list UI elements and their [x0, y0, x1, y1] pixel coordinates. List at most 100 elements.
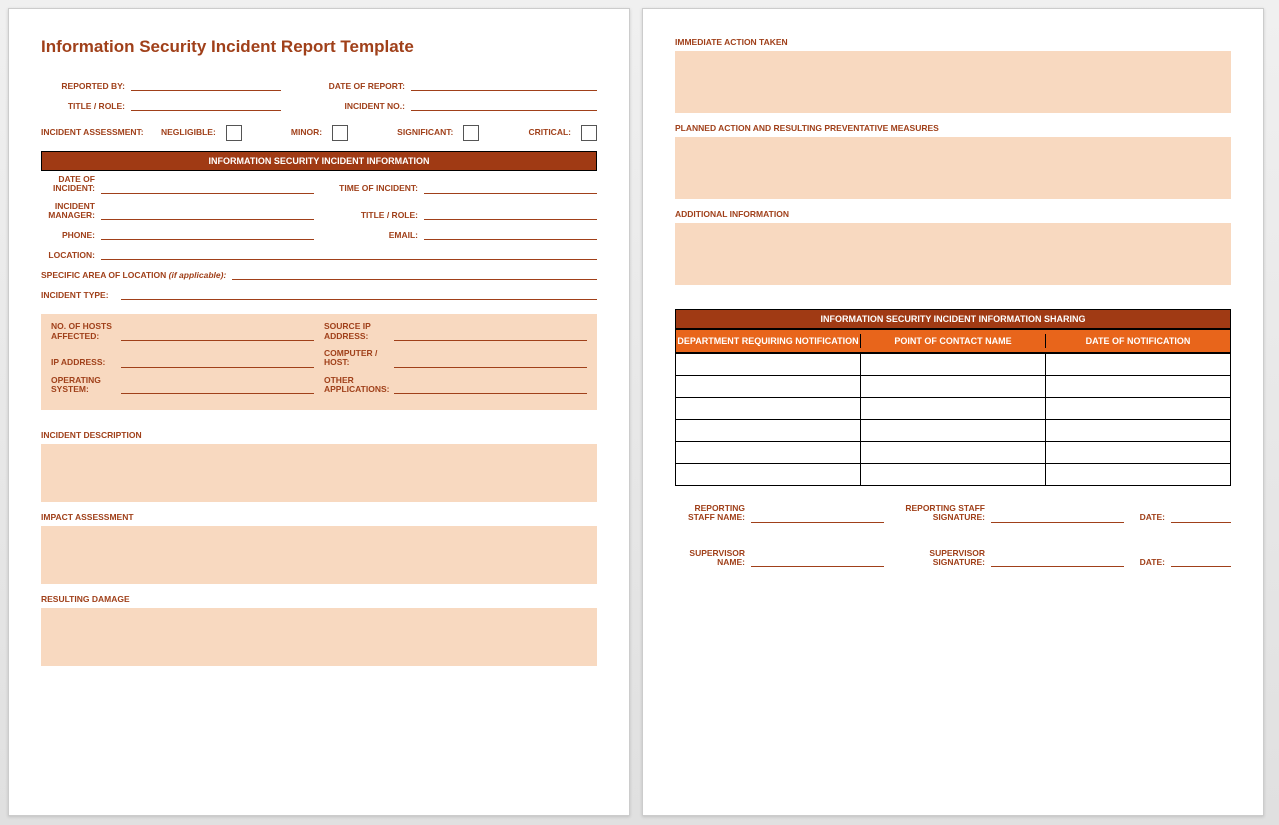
field-other-applications[interactable]	[394, 382, 587, 394]
table-cell[interactable]	[676, 442, 861, 464]
field-location[interactable]	[101, 248, 597, 260]
label-additional-info: ADDITIONAL INFORMATION	[675, 209, 1231, 219]
label-negligible: NEGLIGIBLE:	[161, 128, 222, 137]
table-cell[interactable]	[1046, 398, 1231, 420]
table-cell[interactable]	[676, 398, 861, 420]
table-cell[interactable]	[861, 376, 1046, 398]
table-cell[interactable]	[861, 464, 1046, 486]
row-supervisor-signature: SUPERVISOR NAME: SUPERVISOR SIGNATURE: D…	[675, 549, 1231, 568]
label-reported-by: REPORTED BY:	[41, 82, 131, 91]
table-cell[interactable]	[676, 376, 861, 398]
row-location: LOCATION:	[41, 248, 597, 260]
field-hosts-affected[interactable]	[121, 329, 314, 341]
field-incident-type[interactable]	[121, 288, 597, 300]
label-date-of-report: DATE OF REPORT:	[311, 82, 411, 91]
label-date-1: DATE:	[1130, 513, 1165, 522]
label-incident-description: INCIDENT DESCRIPTION	[41, 430, 597, 440]
field-time-incident[interactable]	[424, 182, 597, 194]
table-cell[interactable]	[1046, 420, 1231, 442]
label-minor: MINOR:	[291, 128, 328, 137]
label-computer-host: COMPUTER / HOST:	[324, 349, 394, 368]
sharing-table	[675, 353, 1231, 486]
table-cell[interactable]	[861, 442, 1046, 464]
bar-sharing-columns: DEPARTMENT REQUIRING NOTIFICATION POINT …	[675, 329, 1231, 353]
field-specific-area[interactable]	[232, 268, 597, 280]
label-hosts-affected: NO. OF HOSTS AFFECTED:	[51, 322, 121, 341]
field-supervisor-name[interactable]	[751, 555, 884, 567]
checkbox-negligible[interactable]	[226, 125, 242, 141]
field-operating-system[interactable]	[121, 382, 314, 394]
row-title-role: TITLE / ROLE: INCIDENT NO.:	[41, 99, 597, 111]
table-cell[interactable]	[1046, 442, 1231, 464]
document-title: Information Security Incident Report Tem…	[41, 37, 597, 57]
field-date-of-report[interactable]	[411, 79, 597, 91]
checkbox-significant[interactable]	[463, 125, 479, 141]
label-title-role: TITLE / ROLE:	[41, 102, 131, 111]
row-specific-area: SPECIFIC AREA OF LOCATION (if applicable…	[41, 268, 597, 280]
box-resulting-damage[interactable]	[41, 608, 597, 666]
page-1: Information Security Incident Report Tem…	[8, 8, 630, 816]
checkbox-critical[interactable]	[581, 125, 597, 141]
field-date-2[interactable]	[1171, 555, 1231, 567]
field-computer-host[interactable]	[394, 356, 587, 368]
table-cell[interactable]	[861, 420, 1046, 442]
label-other-applications: OTHER APPLICATIONS:	[324, 376, 394, 395]
label-date-incident: DATE OF INCIDENT:	[41, 175, 101, 194]
row-reported-by: REPORTED BY: DATE OF REPORT:	[41, 79, 597, 91]
box-additional-info[interactable]	[675, 223, 1231, 285]
box-impact-assessment[interactable]	[41, 526, 597, 584]
field-reporting-name[interactable]	[751, 511, 884, 523]
label-impact-assessment: IMPACT ASSESSMENT	[41, 512, 597, 522]
field-reporting-sig[interactable]	[991, 511, 1124, 523]
field-ip-address[interactable]	[121, 356, 314, 368]
label-ip-address: IP ADDRESS:	[51, 358, 121, 367]
label-critical: CRITICAL:	[528, 128, 577, 137]
label-phone: PHONE:	[41, 231, 101, 240]
label-resulting-damage: RESULTING DAMAGE	[41, 594, 597, 604]
row-reporting-signature: REPORTING STAFF NAME: REPORTING STAFF SI…	[675, 504, 1231, 523]
table-cell[interactable]	[676, 464, 861, 486]
table-cell[interactable]	[1046, 354, 1231, 376]
row-manager-role: INCIDENT MANAGER: TITLE / ROLE:	[41, 202, 597, 229]
table-cell[interactable]	[1046, 464, 1231, 486]
page-2: IMMEDIATE ACTION TAKEN PLANNED ACTION AN…	[642, 8, 1264, 816]
field-source-ip[interactable]	[394, 329, 587, 341]
box-immediate-action[interactable]	[675, 51, 1231, 113]
label-assessment: INCIDENT ASSESSMENT:	[41, 128, 161, 137]
table-cell[interactable]	[676, 354, 861, 376]
col-date-notif: DATE OF NOTIFICATION	[1046, 334, 1230, 348]
bar-incident-info: INFORMATION SECURITY INCIDENT INFORMATIO…	[41, 151, 597, 171]
label-incident-no: INCIDENT NO.:	[311, 102, 411, 111]
label-source-ip: SOURCE IP ADDRESS:	[324, 322, 394, 341]
field-title-role[interactable]	[131, 99, 281, 111]
label-email: EMAIL:	[324, 231, 424, 240]
row-phone-email: PHONE: EMAIL:	[41, 228, 597, 248]
bar-sharing: INFORMATION SECURITY INCIDENT INFORMATIO…	[675, 309, 1231, 329]
row-date-time: DATE OF INCIDENT: TIME OF INCIDENT:	[41, 175, 597, 202]
table-cell[interactable]	[861, 398, 1046, 420]
field-date-1[interactable]	[1171, 511, 1231, 523]
field-reported-by[interactable]	[131, 79, 281, 91]
label-specific-area: SPECIFIC AREA OF LOCATION (if applicable…	[41, 271, 232, 280]
field-incident-no[interactable]	[411, 99, 597, 111]
table-cell[interactable]	[676, 420, 861, 442]
label-incident-manager: INCIDENT MANAGER:	[41, 202, 101, 221]
field-supervisor-sig[interactable]	[991, 555, 1124, 567]
label-planned-action: PLANNED ACTION AND RESULTING PREVENTATIV…	[675, 123, 1231, 133]
col-contact: POINT OF CONTACT NAME	[861, 334, 1046, 348]
field-date-incident[interactable]	[101, 182, 314, 194]
table-cell[interactable]	[1046, 376, 1231, 398]
field-incident-manager[interactable]	[101, 208, 314, 220]
field-email[interactable]	[424, 228, 597, 240]
box-planned-action[interactable]	[675, 137, 1231, 199]
label-operating-system: OPERATING SYSTEM:	[51, 376, 121, 395]
label-immediate-action: IMMEDIATE ACTION TAKEN	[675, 37, 1231, 47]
table-cell[interactable]	[861, 354, 1046, 376]
box-incident-description[interactable]	[41, 444, 597, 502]
label-supervisor-sig: SUPERVISOR SIGNATURE:	[890, 549, 985, 568]
row-assessment: INCIDENT ASSESSMENT: NEGLIGIBLE: MINOR: …	[41, 125, 597, 141]
label-significant: SIGNIFICANT:	[397, 128, 459, 137]
field-phone[interactable]	[101, 228, 314, 240]
checkbox-minor[interactable]	[332, 125, 348, 141]
field-title-role-2[interactable]	[424, 208, 597, 220]
